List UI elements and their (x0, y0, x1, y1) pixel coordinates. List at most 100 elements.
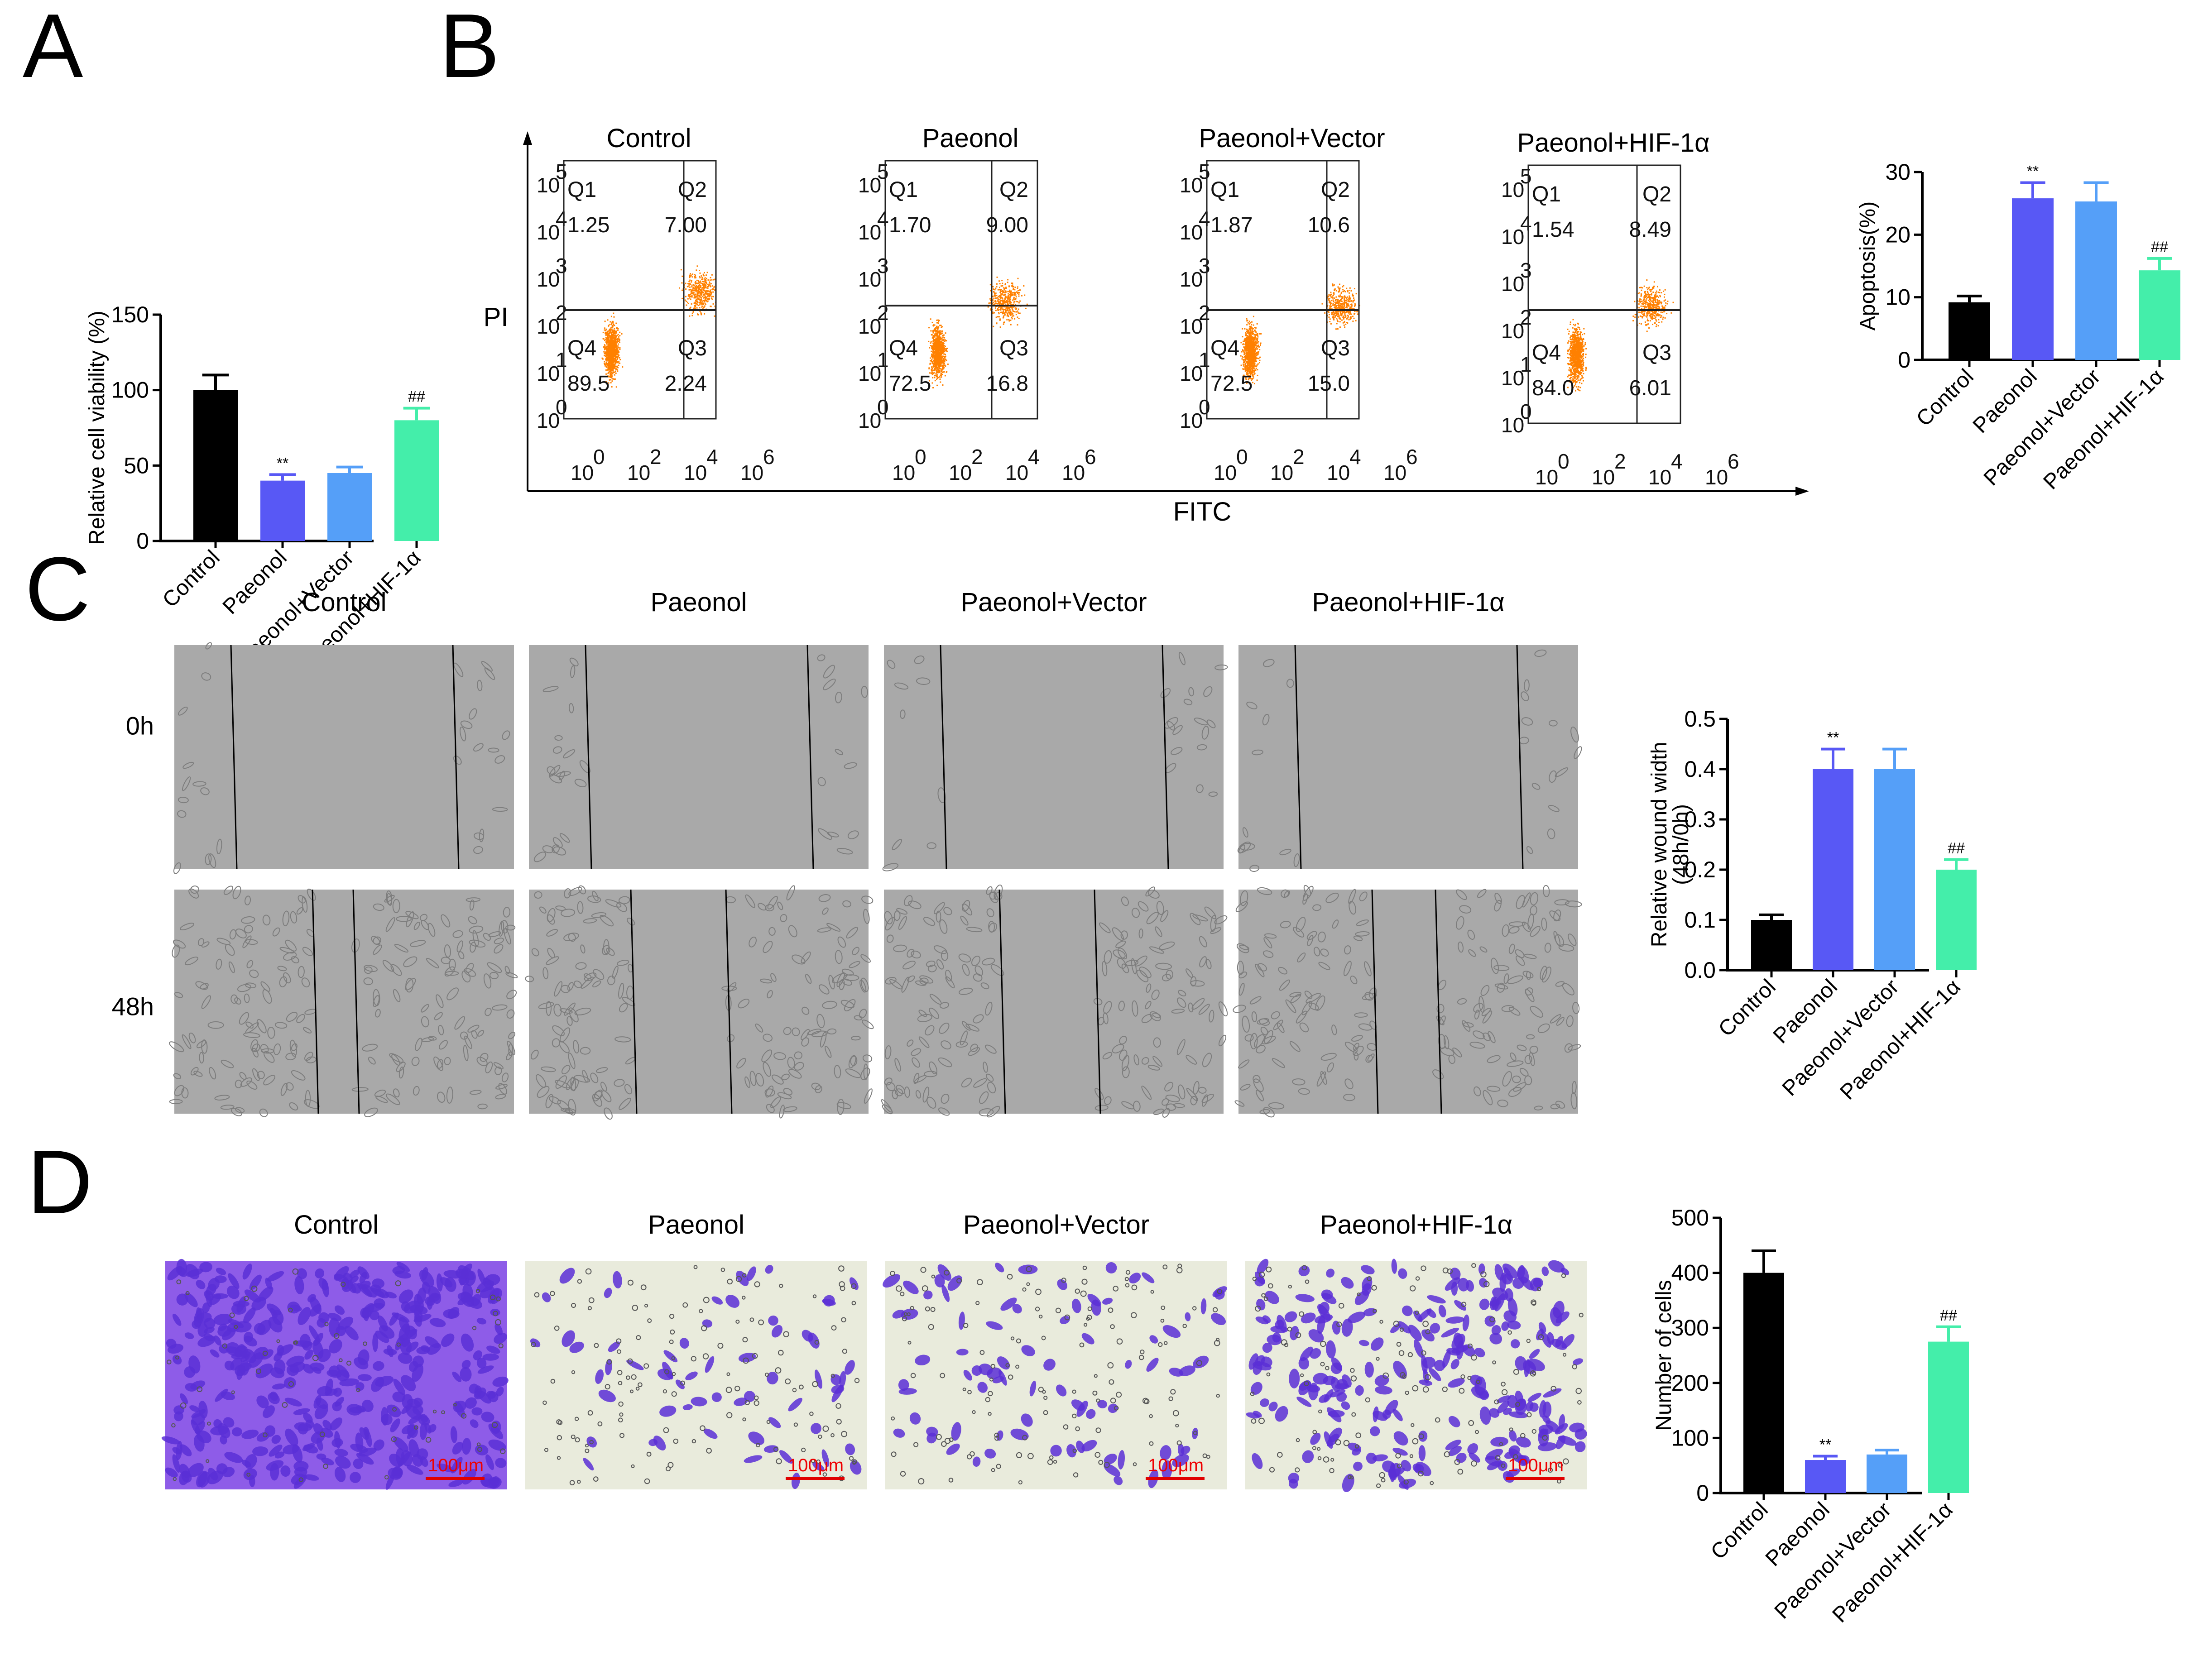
q2-value: 7.00 (665, 213, 707, 237)
y-tick-base: 10 (1501, 225, 1524, 249)
significance-label: ** (1819, 1436, 1831, 1454)
q1-value: 1.87 (1210, 213, 1253, 237)
scratch-image-1-1 (525, 885, 874, 1120)
transwell-image-1: 100μm (525, 1261, 867, 1489)
significance-label: ## (1940, 1307, 1957, 1324)
x-tick-exp: 0 (1236, 445, 1248, 469)
flow-plot-frame (884, 160, 1038, 420)
transwell-image-3: 100μm (1245, 1259, 1587, 1493)
bar-1 (1805, 1460, 1846, 1493)
wound-edge-line (1094, 889, 1101, 1114)
scratch-image-1-3 (1233, 885, 1582, 1118)
q2-value: 8.49 (1629, 218, 1671, 242)
y-tick-exp: 4 (877, 207, 889, 230)
q4-label: Q4 (1532, 341, 1561, 365)
x-tick-exp: 6 (1728, 450, 1739, 473)
flow-dot-cloud (1567, 279, 1674, 392)
q2-label: Q2 (1321, 178, 1350, 202)
significance-label: ** (277, 455, 288, 472)
y-axis-label: Relative cell viability (%) (85, 311, 109, 545)
q1-label: Q1 (1532, 182, 1561, 206)
y-tick-exp: 3 (1520, 258, 1532, 282)
cell-texture (169, 885, 518, 1117)
y-tick-base: 10 (858, 268, 881, 291)
y-tick-exp: 5 (1199, 160, 1210, 183)
y-axis-label: Relative wound width (1647, 742, 1671, 948)
y-tick-exp: 1 (556, 348, 567, 372)
wound-edge-line (352, 889, 360, 1114)
scratch-image-0-0 (173, 642, 514, 874)
scratch-column-title: Paeonol+HIF-1α (1312, 588, 1504, 617)
bar-chart-wound-width: 0.0 0.1 0.2 0.3 0.4 0.5 Relative wound width(4… (1647, 706, 1977, 1105)
x-tick-base: 10 (949, 461, 972, 484)
bar-0 (1949, 302, 1990, 360)
cell-texture (881, 884, 1228, 1118)
x-tick-base: 10 (571, 461, 594, 484)
q4-value: 72.5 (1210, 372, 1253, 396)
q3-value: 15.0 (1308, 372, 1350, 396)
significance-label: ** (1827, 729, 1839, 747)
x-tick-base: 10 (1327, 461, 1350, 484)
scratch-image-0-3 (1237, 645, 1582, 872)
y-tick-base: 10 (1180, 268, 1203, 291)
wound-edge-line (230, 645, 238, 870)
y-tick-label: 0.2 (1684, 857, 1716, 882)
y-tick-label: 0.5 (1684, 706, 1716, 732)
stained-cells (161, 1259, 509, 1490)
flow-plot-2: Paeonol+Vector10510410310210110010010210… (1180, 124, 1418, 484)
significance-label: ## (408, 388, 425, 406)
stained-cells (1246, 1259, 1587, 1493)
y-tick-exp: 3 (877, 254, 889, 278)
flow-plot-0: Control105104103102101100100102104106Q11… (537, 124, 775, 484)
panel-label-c: C (25, 539, 90, 640)
scale-bar-label: 100μm (428, 1455, 484, 1475)
x-tick-exp: 0 (593, 445, 605, 469)
x-tick-base: 10 (1592, 465, 1615, 489)
significance-label: ## (2151, 239, 2168, 256)
scratch-image-1-0 (169, 885, 518, 1117)
y-tick-base: 10 (1501, 413, 1524, 437)
y-tick-base: 10 (537, 220, 560, 244)
q3-value: 2.24 (665, 372, 707, 396)
micrograph (884, 645, 1224, 869)
x-tick-label: Control (158, 546, 225, 612)
cell-texture (1237, 649, 1582, 872)
wound-edge-line (998, 889, 1006, 1114)
membrane-pores (167, 1268, 506, 1482)
y-tick-exp: 2 (1199, 301, 1210, 325)
pi-axis-arrowhead (523, 131, 532, 145)
q4-value: 89.5 (567, 372, 610, 396)
y-tick-base: 10 (537, 173, 560, 197)
scale-bar-label: 100μm (1148, 1455, 1204, 1475)
wound-edge-line (312, 889, 319, 1114)
wound-edge-line (1162, 645, 1169, 870)
wound-edge-line (585, 645, 592, 870)
scratch-row-label: 0h (126, 712, 154, 740)
q4-value: 72.5 (889, 372, 931, 396)
y-tick-exp: 0 (556, 395, 567, 419)
fitc-axis-label: FITC (1173, 497, 1232, 526)
y-tick-exp: 0 (1199, 395, 1210, 419)
y-tick-base: 10 (1501, 178, 1524, 201)
q2-label: Q2 (999, 178, 1028, 202)
bar-chart-apoptosis: 0102030Apoptosis(%)Control**PaeonolPaeon… (1856, 159, 2180, 494)
x-tick-exp: 2 (1293, 445, 1305, 469)
y-tick-label: 400 (1671, 1260, 1709, 1286)
micrograph (174, 890, 514, 1114)
y-tick-exp: 0 (877, 395, 889, 419)
y-tick-exp: 0 (1520, 400, 1532, 423)
y-tick-label: 0 (1898, 347, 1910, 373)
x-tick-label: Paeonol+Vector (1979, 364, 2105, 490)
y-tick-base: 10 (858, 315, 881, 338)
bar-1 (2012, 198, 2054, 360)
wound-edge-line (1435, 889, 1442, 1114)
x-tick-exp: 2 (650, 445, 662, 469)
y-tick-base: 10 (1180, 173, 1203, 197)
q2-value: 9.00 (986, 213, 1028, 237)
scale-bar (1146, 1477, 1205, 1480)
scratch-column-title: Control (302, 588, 387, 617)
bar-0 (1743, 1273, 1784, 1493)
q1-value: 1.70 (889, 213, 931, 237)
panel-label-a: A (23, 0, 83, 96)
